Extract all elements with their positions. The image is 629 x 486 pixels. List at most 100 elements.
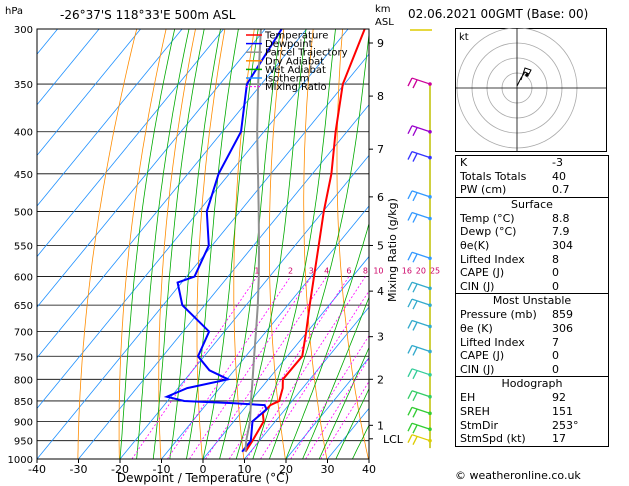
index-label: PW (cm) bbox=[460, 183, 507, 197]
hodograph-storm-motion bbox=[525, 73, 529, 77]
wet-adiabat bbox=[169, 29, 221, 459]
wind-barb bbox=[411, 368, 431, 376]
surface-row: CIN (J) 0 bbox=[456, 280, 608, 294]
background-lines bbox=[37, 29, 369, 459]
dry-adiabat bbox=[233, 29, 255, 459]
wind-barb-dot bbox=[428, 349, 432, 354]
x-tick-label: -10 bbox=[153, 463, 171, 476]
surface-value: 7.9 bbox=[552, 225, 570, 239]
wet-adiabat bbox=[235, 29, 307, 459]
hodograph-stats-title: Hodograph bbox=[501, 377, 563, 391]
legend-label: Mixing Ratio bbox=[265, 82, 327, 93]
wind-barbs bbox=[407, 29, 432, 449]
wind-barb-flag bbox=[412, 392, 418, 402]
mixing-ratio-axis-label: Mixing Ratio (g/kg) bbox=[386, 198, 399, 302]
most-unstable-row: θe (K) 306 bbox=[456, 322, 608, 336]
wet-adiabat bbox=[202, 29, 259, 459]
most-unstable-value: 7 bbox=[552, 335, 559, 349]
surface-row: Dewp (°C) 7.9 bbox=[456, 225, 608, 239]
wind-barb-flag bbox=[412, 214, 418, 223]
indices-box: K -3 Totals Totals 40 PW (cm) 0.7 Surface Tem… bbox=[455, 155, 609, 447]
wind-barb bbox=[411, 251, 431, 259]
most-unstable-value: 0 bbox=[552, 362, 559, 376]
wet-adiabat bbox=[119, 29, 176, 459]
mixing-ratio-line bbox=[320, 380, 369, 459]
mixing-ratio-label: 20 bbox=[416, 267, 426, 276]
mixing-ratio-line bbox=[189, 276, 312, 459]
mixing-ratio-line bbox=[246, 276, 366, 459]
surface-label: Dewp (°C) bbox=[460, 225, 517, 239]
wind-barb-dot bbox=[428, 394, 432, 399]
wind-barb-flag bbox=[407, 77, 413, 87]
isotherm-line bbox=[37, 53, 369, 459]
index-label: Totals Totals bbox=[460, 169, 527, 183]
wind-barb bbox=[411, 434, 431, 442]
most-unstable-value: 306 bbox=[552, 321, 573, 335]
wind-barb-flag bbox=[412, 79, 418, 89]
surface-title: Surface bbox=[511, 197, 553, 211]
wet-adiabat bbox=[335, 387, 369, 459]
wind-barb-flag bbox=[407, 190, 413, 200]
wind-barb-flag bbox=[412, 253, 418, 263]
hodograph-stat-value: 151 bbox=[552, 404, 573, 418]
pressure-tick-label: 650 bbox=[14, 301, 33, 312]
most-unstable-value: 859 bbox=[552, 308, 573, 322]
wind-barb-dot bbox=[428, 256, 432, 261]
index-row: Totals Totals 40 bbox=[456, 170, 608, 184]
index-row: K -3 bbox=[456, 156, 608, 170]
wind-barb-flag bbox=[407, 281, 413, 291]
most-unstable-value: 0 bbox=[552, 349, 559, 363]
pressure-tick-label: 300 bbox=[14, 25, 33, 36]
height-unit: km bbox=[375, 4, 391, 15]
location-title: -26°37'S 118°33'E 500m ASL bbox=[60, 8, 236, 22]
mixing-ratio-label: 1 bbox=[254, 267, 259, 276]
surface-label: Lifted Index bbox=[460, 252, 525, 266]
hodograph-stat-row: StmSpd (kt) 17 bbox=[456, 432, 608, 446]
series-temperature bbox=[244, 29, 366, 453]
mixing-ratio-label: 3 bbox=[309, 267, 314, 276]
hodograph-stat-row: StmDir 253° bbox=[456, 419, 608, 433]
legend-label: Parcel Trajectory bbox=[265, 48, 348, 59]
axes: 3003504004505005506006507007508008509009… bbox=[8, 25, 441, 476]
height-tick-label: 7 bbox=[377, 143, 384, 156]
dry-adiabat bbox=[303, 29, 328, 459]
wind-barb-flag bbox=[412, 192, 418, 202]
mixing-ratio-line bbox=[167, 276, 291, 459]
most-unstable-label: θe (K) bbox=[460, 321, 493, 335]
wind-barb-flag bbox=[412, 409, 418, 418]
isotherm-line bbox=[37, 29, 266, 308]
wet-adiabat bbox=[219, 29, 281, 459]
credit: © weatheronline.co.uk bbox=[455, 469, 581, 482]
x-tick-label: -30 bbox=[70, 463, 88, 476]
wind-barb-dot bbox=[428, 155, 432, 160]
wind-barb bbox=[411, 211, 431, 220]
height-tick-label: 1 bbox=[377, 419, 384, 432]
pressure-tick-label: 450 bbox=[14, 170, 33, 181]
dry-adiabat bbox=[77, 29, 138, 459]
hodograph-stat-label: SREH bbox=[460, 404, 490, 418]
most-unstable-row: CAPE (J) 0 bbox=[456, 349, 608, 363]
mixing-ratio-line bbox=[131, 276, 258, 459]
wind-barb-dot bbox=[428, 82, 432, 86]
wet-adiabat bbox=[318, 346, 369, 459]
isotherm-line bbox=[37, 29, 349, 410]
height-tick-label: 4 bbox=[377, 285, 384, 298]
pressure-tick-label: 800 bbox=[14, 375, 33, 386]
mixing-ratio-line bbox=[228, 276, 350, 459]
wind-barb bbox=[411, 390, 431, 398]
hodograph-stat-row: SREH 151 bbox=[456, 405, 608, 419]
wet-adiabat bbox=[302, 296, 369, 459]
index-label: K bbox=[460, 156, 468, 169]
pressure-tick-label: 350 bbox=[14, 80, 33, 91]
wind-barb-dot bbox=[428, 324, 432, 329]
legend-label: Temperature bbox=[264, 31, 328, 42]
wet-adiabat bbox=[152, 29, 205, 459]
surface-row: θe(K) 304 bbox=[456, 239, 608, 253]
pressure-tick-label: 850 bbox=[14, 397, 33, 408]
wind-barb bbox=[411, 150, 431, 159]
isotherm-line bbox=[78, 104, 369, 459]
height-tick-label: 9 bbox=[377, 37, 384, 50]
pressure-tick-label: 700 bbox=[14, 328, 33, 339]
x-tick-label: 20 bbox=[279, 463, 293, 476]
